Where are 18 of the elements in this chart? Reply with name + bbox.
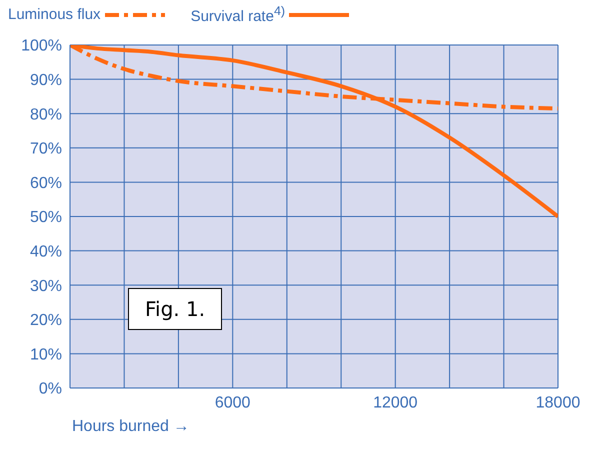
y-tick-label: 50% bbox=[30, 209, 62, 226]
y-tick-label: 40% bbox=[30, 243, 62, 260]
annotation: Fig. 1. bbox=[128, 288, 222, 330]
y-tick-label: 10% bbox=[30, 346, 62, 364]
y-tick-label: 60% bbox=[30, 174, 62, 192]
x-tick-label: 18000 bbox=[536, 394, 580, 412]
x-axis-title: Hours burned → bbox=[72, 418, 190, 436]
y-tick-label: 0% bbox=[38, 380, 62, 398]
x-tick-label: 12000 bbox=[373, 394, 418, 412]
y-tick-label: 80% bbox=[30, 106, 62, 124]
y-tick-label: 90% bbox=[30, 72, 62, 89]
y-tick-label: 70% bbox=[30, 140, 62, 158]
y-tick-label: 100% bbox=[21, 38, 62, 55]
legend-label: Survival rate$^{4)}$ bbox=[190, 4, 286, 25]
y-tick-label: 30% bbox=[30, 278, 62, 295]
legend-label: Luminous flux bbox=[8, 6, 101, 23]
x-tick-label: 6000 bbox=[214, 394, 251, 412]
y-tick-label: 20% bbox=[30, 312, 62, 330]
